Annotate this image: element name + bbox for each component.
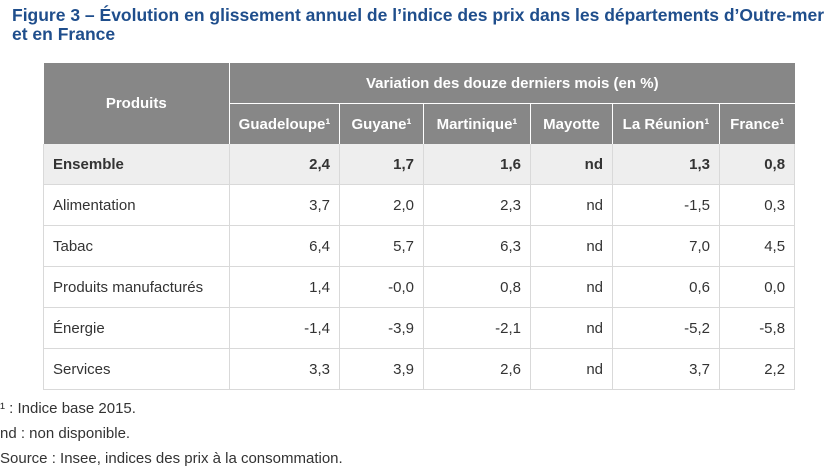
note-non-disponible: nd : non disponible. (0, 425, 131, 442)
cell-martinique: 2,3 (423, 184, 531, 226)
cell-france: 4,5 (719, 225, 796, 267)
row-label: Énergie (43, 307, 230, 349)
row-label: Tabac (43, 225, 230, 267)
variation-group-header: Variation des douze derniers mois (en %) (229, 63, 795, 104)
cell-guyane: 3,9 (339, 348, 424, 390)
cell-martinique: 0,8 (423, 266, 531, 308)
table-row-ensemble: Ensemble 2,4 1,7 1,6 nd 1,3 0,8 (43, 144, 796, 185)
table-row-tabac: Tabac 6,4 5,7 6,3 nd 7,0 4,5 (43, 225, 796, 267)
table-header-row: Produits Variation des douze derniers mo… (43, 63, 795, 144)
cell-martinique: -2,1 (423, 307, 531, 349)
column-header-la-reunion: La Réunion¹ (612, 103, 720, 144)
cell-guadeloupe: -1,4 (229, 307, 340, 349)
produits-header: Produits (43, 63, 230, 144)
cell-guadeloupe: 3,7 (229, 184, 340, 226)
row-label: Alimentation (43, 184, 230, 226)
cell-guyane: -0,0 (339, 266, 424, 308)
cell-mayotte: nd (530, 225, 613, 267)
cell-la-reunion: -1,5 (612, 184, 720, 226)
cell-la-reunion: -5,2 (612, 307, 720, 349)
cell-france: 0,8 (719, 144, 796, 185)
table-row-produits-manufactures: Produits manufacturés 1,4 -0,0 0,8 nd 0,… (43, 266, 796, 308)
cell-france: 0,3 (719, 184, 796, 226)
cell-guyane: 2,0 (339, 184, 424, 226)
cell-mayotte: nd (530, 307, 613, 349)
cell-martinique: 2,6 (423, 348, 531, 390)
figure-title: Figure 3 – Évolution en glissement annue… (12, 5, 825, 44)
table-row-energie: Énergie -1,4 -3,9 -2,1 nd -5,2 -5,8 (43, 307, 796, 349)
row-label: Produits manufacturés (43, 266, 230, 308)
cell-la-reunion: 1,3 (612, 144, 720, 185)
cell-france: 2,2 (719, 348, 796, 390)
cell-guadeloupe: 3,3 (229, 348, 340, 390)
column-header-guadeloupe: Guadeloupe¹ (229, 103, 340, 144)
cell-guadeloupe: 6,4 (229, 225, 340, 267)
cell-mayotte: nd (530, 348, 613, 390)
cell-france: 0,0 (719, 266, 796, 308)
row-label: Ensemble (43, 144, 230, 185)
cell-guyane: -3,9 (339, 307, 424, 349)
cell-mayotte: nd (530, 144, 613, 185)
column-header-france: France¹ (719, 103, 795, 144)
cell-mayotte: nd (530, 266, 613, 308)
cell-martinique: 1,6 (423, 144, 531, 185)
row-label: Services (43, 348, 230, 390)
table-row-alimentation: Alimentation 3,7 2,0 2,3 nd -1,5 0,3 (43, 184, 796, 226)
price-index-table: Produits Variation des douze derniers mo… (43, 63, 796, 390)
table-row-services: Services 3,3 3,9 2,6 nd 3,7 2,2 (43, 348, 796, 390)
table-column-header-row: Guadeloupe¹ Guyane¹ Martinique¹ Mayotte … (44, 103, 795, 144)
cell-guadeloupe: 2,4 (229, 144, 340, 185)
cell-mayotte: nd (530, 184, 613, 226)
cell-guadeloupe: 1,4 (229, 266, 340, 308)
cell-la-reunion: 7,0 (612, 225, 720, 267)
cell-guyane: 1,7 (339, 144, 424, 185)
cell-guyane: 5,7 (339, 225, 424, 267)
cell-la-reunion: 3,7 (612, 348, 720, 390)
cell-france: -5,8 (719, 307, 796, 349)
column-header-martinique: Martinique¹ (423, 103, 531, 144)
column-header-mayotte: Mayotte (530, 103, 613, 144)
note-source: Source : Insee, indices des prix à la co… (0, 450, 343, 467)
cell-la-reunion: 0,6 (612, 266, 720, 308)
table-notes: ¹ : Indice base 2015. nd : non disponibl… (0, 396, 343, 471)
column-header-guyane: Guyane¹ (339, 103, 424, 144)
note-indice-base: ¹ : Indice base 2015. (0, 400, 136, 417)
cell-martinique: 6,3 (423, 225, 531, 267)
